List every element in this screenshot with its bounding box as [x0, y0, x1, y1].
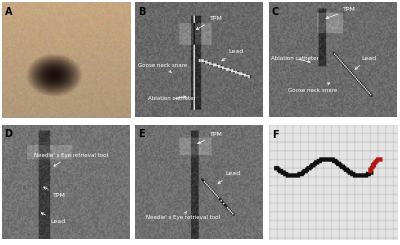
Text: Lead: Lead: [218, 171, 240, 184]
Text: F: F: [272, 130, 278, 140]
Text: Needle' s Eye retrieval tool: Needle' s Eye retrieval tool: [146, 212, 220, 220]
Text: Lead: Lead: [41, 213, 66, 224]
Text: B: B: [138, 7, 145, 17]
Text: Needle' s Eye retrieval tool: Needle' s Eye retrieval tool: [34, 153, 108, 166]
Text: Goose neck snare: Goose neck snare: [138, 63, 187, 73]
Text: D: D: [4, 129, 12, 139]
Text: Lead: Lead: [355, 56, 376, 69]
Text: E: E: [138, 129, 144, 139]
Text: Goose neck snare: Goose neck snare: [288, 83, 337, 93]
Text: TPM: TPM: [326, 7, 356, 19]
Text: TPM: TPM: [196, 16, 223, 29]
Text: C: C: [271, 7, 278, 17]
Text: Ablation catheter: Ablation catheter: [271, 56, 319, 63]
Text: TPM: TPM: [198, 133, 223, 144]
Text: TPM: TPM: [44, 187, 66, 198]
Text: Ablation catheter: Ablation catheter: [148, 96, 196, 101]
Text: Lead: Lead: [222, 49, 243, 61]
Text: A: A: [5, 8, 13, 17]
